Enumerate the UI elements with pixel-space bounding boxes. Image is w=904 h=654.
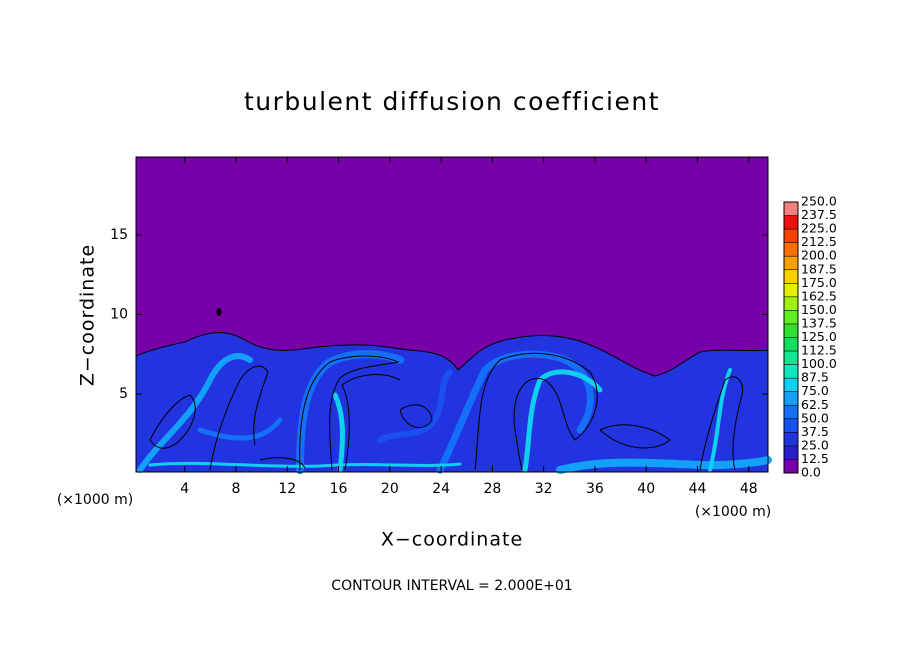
contour-line — [341, 374, 401, 471]
field-streak — [556, 456, 772, 474]
colorbar-label: 125.0 — [801, 329, 837, 344]
contour-line — [259, 457, 306, 469]
colorbar-swatch — [784, 405, 798, 419]
colorbar-swatch — [784, 323, 798, 338]
contour-line — [149, 394, 196, 449]
contour-line — [474, 352, 598, 471]
colorbar-swatch — [784, 351, 798, 365]
colorbar-label: 187.5 — [801, 261, 837, 276]
field-streak — [332, 392, 345, 473]
colorbar-swatch — [784, 242, 798, 257]
colorbar-label: 150.0 — [801, 302, 837, 317]
contour-line — [209, 365, 269, 471]
x-axis-label: X−coordinate — [381, 529, 523, 551]
colorbar-label: 87.5 — [801, 370, 829, 385]
contour-line — [216, 308, 222, 316]
colorbar-swatch — [784, 215, 798, 230]
contour-line — [299, 355, 400, 471]
chart-title: turbulent diffusion coefficient — [244, 87, 660, 116]
colorbar-swatch — [784, 445, 798, 460]
colorbar-swatch — [784, 418, 798, 433]
x-tick-label: 8 — [232, 481, 241, 497]
field-streak — [197, 417, 283, 441]
colorbar-label: 75.0 — [801, 383, 829, 398]
colorbar-swatch — [784, 269, 798, 284]
contour-line — [399, 404, 433, 428]
colorbar-swatch — [784, 391, 798, 406]
colorbar-swatch — [784, 378, 798, 392]
x-tick-label: 40 — [637, 481, 655, 497]
contour-line — [699, 376, 744, 471]
colorbar-swatch — [784, 459, 798, 473]
colorbar-label: 137.5 — [801, 315, 837, 330]
field-streak — [708, 368, 732, 472]
x-tick-label: 24 — [432, 481, 450, 497]
colorbar-swatch — [784, 364, 798, 379]
colorbar-label: 0.0 — [801, 465, 821, 480]
x-tick-label: 4 — [180, 481, 189, 497]
colorbar-swatch — [784, 202, 798, 216]
field-streak — [148, 461, 462, 468]
x-tick-label: 20 — [381, 481, 399, 497]
colorbar-label: 25.0 — [801, 437, 829, 452]
colorbar-label: 162.5 — [801, 288, 837, 303]
y-unit-label: (×1000 m) — [57, 492, 133, 508]
y-tick-label: 10 — [110, 307, 128, 323]
x-tick-label: 12 — [278, 481, 296, 497]
x-tick-label: 16 — [330, 481, 348, 497]
colorbar-swatch — [784, 296, 798, 311]
colorbar-label: 200.0 — [801, 248, 837, 263]
x-tick-label: 48 — [740, 481, 758, 497]
colorbar-label: 225.0 — [801, 221, 837, 236]
x-tick-label: 32 — [535, 481, 553, 497]
contour-line — [599, 424, 671, 449]
y-tick-label: 5 — [119, 386, 128, 402]
colorbar-label: 175.0 — [801, 275, 837, 290]
field-streak — [377, 369, 453, 443]
field — [135, 157, 772, 474]
colorbar-label: 112.5 — [801, 343, 837, 358]
colorbar-label: 212.5 — [801, 234, 837, 249]
y-axis-label: Z−coordinate — [77, 244, 99, 386]
colorbar-swatch — [784, 283, 798, 297]
colorbar-swatch — [784, 337, 798, 352]
colorbar-label: 62.5 — [801, 397, 829, 412]
colorbar-swatch — [784, 432, 798, 446]
field-streak — [137, 353, 253, 473]
colorbar-label: 12.5 — [801, 451, 829, 466]
colorbar-label: 237.5 — [801, 207, 837, 222]
field-streak — [522, 369, 603, 473]
colorbar-swatch — [784, 229, 798, 243]
x-tick-label: 28 — [483, 481, 501, 497]
colorbar-label: 250.0 — [801, 194, 837, 209]
contour-line — [135, 332, 769, 377]
x-unit-label: (×1000 m) — [695, 504, 771, 520]
colorbar-label: 37.5 — [801, 424, 829, 439]
colorbar-label: 100.0 — [801, 356, 837, 371]
x-tick-label: 44 — [689, 481, 707, 497]
colorbar-label: 50.0 — [801, 410, 829, 425]
y-tick-label: 15 — [110, 227, 128, 243]
colorbar-swatch — [784, 310, 798, 324]
x-tick-label: 36 — [586, 481, 604, 497]
annotation: CONTOUR INTERVAL = 2.000E+01 — [331, 578, 572, 594]
colorbar-swatch — [784, 256, 798, 270]
